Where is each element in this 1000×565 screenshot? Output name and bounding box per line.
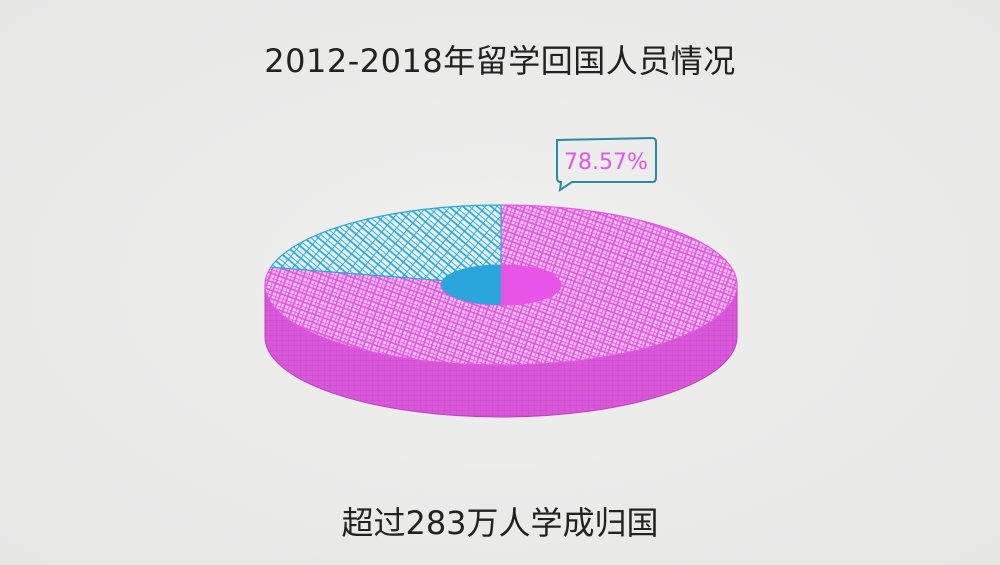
percent-callout: 78.57% (556, 136, 657, 193)
chart-caption: 超过283万人学成归国 (341, 504, 659, 542)
data-label-slice-1: 78.57% (564, 150, 648, 175)
hole-wall-pink (501, 265, 561, 305)
chart-title: 2012-2018年留学回国人员情况 (264, 42, 736, 80)
hole-wall-blue (441, 265, 501, 305)
callout-bubble (556, 136, 657, 193)
